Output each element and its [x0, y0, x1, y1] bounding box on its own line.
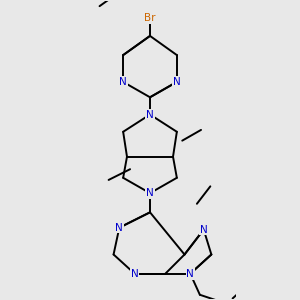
- Text: N: N: [173, 77, 181, 87]
- Text: Br: Br: [144, 13, 156, 23]
- Text: N: N: [116, 223, 123, 233]
- Text: N: N: [186, 269, 194, 279]
- Text: N: N: [119, 77, 127, 87]
- Text: N: N: [146, 188, 154, 198]
- Text: N: N: [200, 225, 208, 235]
- Text: N: N: [131, 269, 139, 279]
- Text: N: N: [146, 110, 154, 119]
